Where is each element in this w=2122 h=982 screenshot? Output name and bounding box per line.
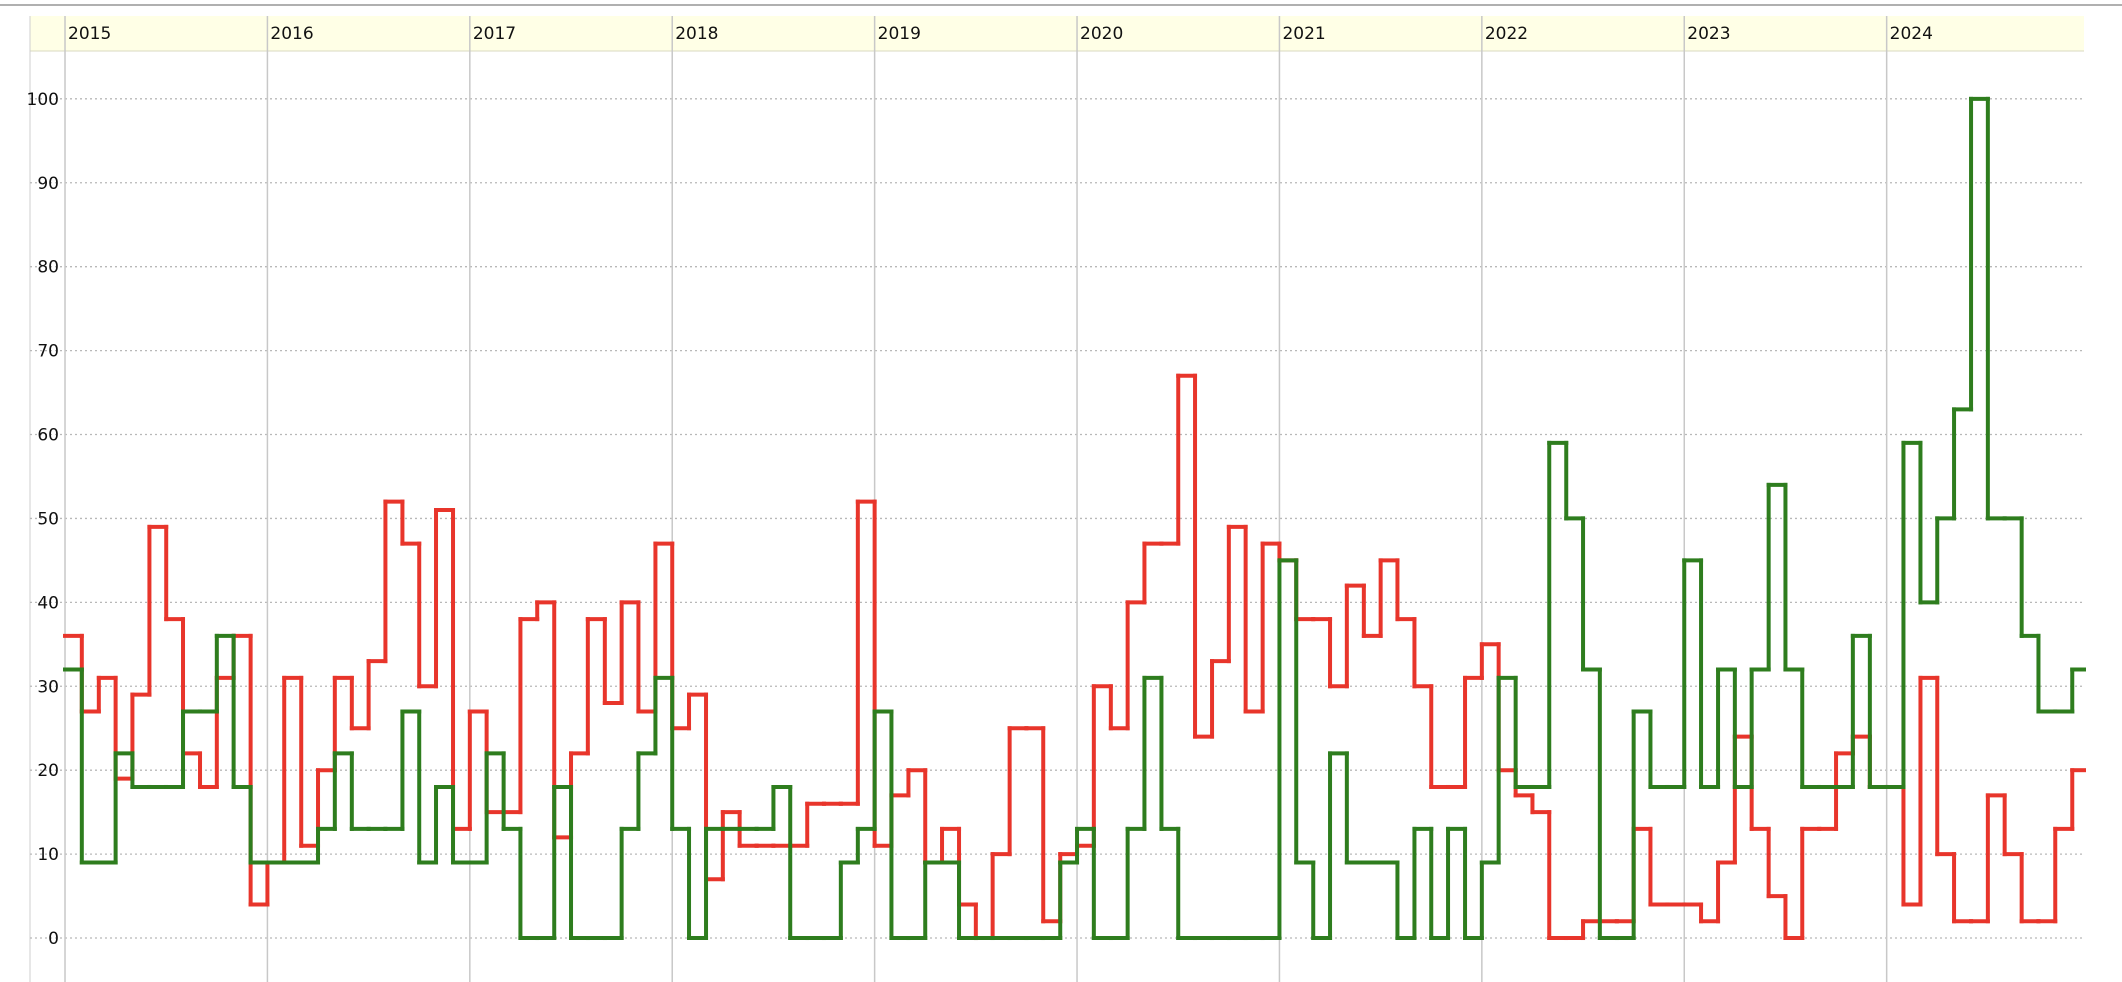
- y-tick-label: 30: [37, 677, 59, 697]
- time-header: [30, 16, 2084, 51]
- y-tick-label: 50: [37, 509, 59, 529]
- x-tick-label: 2016: [270, 24, 313, 44]
- y-tick-label: 20: [37, 761, 59, 781]
- x-tick-label: 2024: [1890, 24, 1933, 44]
- y-tick-label: 70: [37, 342, 59, 362]
- y-tick-label: 60: [37, 426, 59, 446]
- y-tick-label: 90: [37, 174, 59, 194]
- x-tick-label: 2020: [1080, 24, 1123, 44]
- y-tick-label: 40: [37, 593, 59, 613]
- x-tick-label: 2023: [1687, 24, 1730, 44]
- x-tick-label: 2019: [878, 24, 921, 44]
- y-tick-label: 80: [37, 258, 59, 278]
- x-tick-label: 2015: [68, 24, 111, 44]
- x-tick-label: 2018: [675, 24, 718, 44]
- x-tick-label: 2017: [473, 24, 516, 44]
- x-tick-label: 2021: [1282, 24, 1325, 44]
- y-tick-label: 100: [27, 90, 59, 110]
- y-tick-label: 0: [48, 929, 59, 949]
- x-tick-label: 2022: [1485, 24, 1528, 44]
- y-tick-label: 10: [37, 845, 59, 865]
